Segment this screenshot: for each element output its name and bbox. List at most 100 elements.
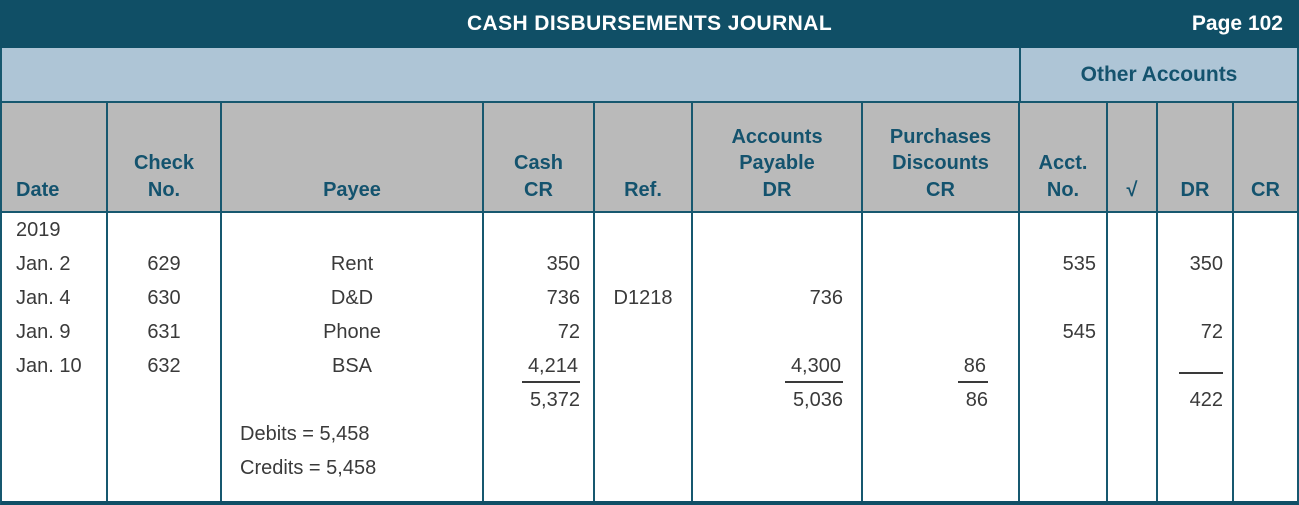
cell-acct-no	[1020, 417, 1108, 451]
cell-check-no	[108, 213, 222, 247]
page-number: Page 102	[1191, 12, 1283, 35]
col-header-ref: Ref.	[595, 103, 693, 211]
cell-acct-no: 545	[1020, 315, 1108, 349]
cell-other-cr	[1234, 349, 1297, 383]
cell-ref	[595, 417, 693, 451]
cell-date	[2, 451, 108, 485]
cell-purchases-discounts-cr	[863, 315, 1020, 349]
group-header-other-accounts: Other Accounts	[1019, 48, 1297, 101]
cell-acct-no	[1020, 451, 1108, 485]
cell-purchases-discounts-cr	[863, 485, 1020, 501]
cell-checkmark	[1108, 247, 1158, 281]
cell-ref	[595, 383, 693, 417]
cell-acct-no: 535	[1020, 247, 1108, 281]
cell-date	[2, 485, 108, 501]
cell-other-dr-total: 422	[1158, 383, 1234, 417]
col-header-accounts-payable-dr: Accounts Payable DR	[693, 103, 863, 211]
cell-other-dr	[1158, 485, 1234, 501]
cell-check-no: 631	[108, 315, 222, 349]
cell-other-cr	[1234, 383, 1297, 417]
col-header-payee: Payee	[222, 103, 484, 211]
cell-checkmark	[1108, 417, 1158, 451]
cell-other-cr	[1234, 281, 1297, 315]
cell-payee	[222, 213, 484, 247]
cell-check-no: 629	[108, 247, 222, 281]
col-header-date: Date	[2, 103, 108, 211]
cell-acct-no	[1020, 485, 1108, 501]
cell-purchases-discounts-cr	[863, 213, 1020, 247]
cell-ref	[595, 451, 693, 485]
cell-checkmark	[1108, 349, 1158, 383]
cell-accounts-payable-dr	[693, 213, 863, 247]
cell-acct-no	[1020, 349, 1108, 383]
cell-other-cr	[1234, 213, 1297, 247]
cell-checkmark	[1108, 281, 1158, 315]
cell-accounts-payable-dr: 736	[693, 281, 863, 315]
cell-cash-cr: 4,214	[484, 349, 595, 383]
cell-accounts-payable-dr	[693, 247, 863, 281]
cell-cash-cr: 350	[484, 247, 595, 281]
underlined-value: 4,300	[784, 350, 843, 383]
cell-accounts-payable-dr	[693, 417, 863, 451]
credits-summary: Credits = 5,458	[222, 451, 484, 485]
cell-payee	[222, 485, 484, 501]
cell-cash-cr	[484, 485, 595, 501]
cell-checkmark	[1108, 315, 1158, 349]
cell-other-dr	[1158, 281, 1234, 315]
cell-purchases-discounts-cr-total: 86	[863, 383, 1020, 417]
col-header-check-no: Check No.	[108, 103, 222, 211]
cell-accounts-payable-dr	[693, 315, 863, 349]
cell-accounts-payable-dr	[693, 485, 863, 501]
cell-checkmark	[1108, 451, 1158, 485]
cell-check-no: 632	[108, 349, 222, 383]
cell-ref	[595, 213, 693, 247]
journal-title: CASH DISBURSEMENTS JOURNAL	[466, 12, 833, 35]
group-header-band: Other Accounts	[2, 48, 1297, 103]
cell-check-no	[108, 417, 222, 451]
col-header-other-cr: CR	[1251, 178, 1280, 201]
cell-other-dr	[1158, 213, 1234, 247]
group-header-spacer	[2, 48, 1019, 101]
underlined-value: 4,214	[521, 350, 580, 383]
cell-ref	[595, 315, 693, 349]
cell-purchases-discounts-cr: 86	[863, 349, 1020, 383]
cell-accounts-payable-dr-total: 5,036	[693, 383, 863, 417]
cell-payee: Phone	[222, 315, 484, 349]
cell-payee	[222, 383, 484, 417]
cell-purchases-discounts-cr	[863, 247, 1020, 281]
col-header-purchases-discounts-cr: Purchases Discounts CR	[863, 103, 1020, 211]
cell-acct-no	[1020, 213, 1108, 247]
cell-checkmark	[1108, 213, 1158, 247]
cell-other-cr	[1234, 451, 1297, 485]
col-header-acct-no: Acct. No.	[1020, 103, 1108, 211]
journal-table: Other Accounts Date Check No. Payee Cash…	[0, 48, 1299, 505]
cell-acct-no	[1020, 383, 1108, 417]
cell-check-no: 630	[108, 281, 222, 315]
cell-other-dr	[1158, 349, 1234, 383]
cell-accounts-payable-dr	[693, 451, 863, 485]
cell-other-dr: 72	[1158, 315, 1234, 349]
cell-date: 2019	[2, 213, 108, 247]
cell-other-cr	[1234, 315, 1297, 349]
cell-date: Jan. 2	[2, 247, 108, 281]
cell-date: Jan. 9	[2, 315, 108, 349]
cell-payee: Rent	[222, 247, 484, 281]
cell-date	[2, 417, 108, 451]
cell-check-no	[108, 485, 222, 501]
underlined-value: 86	[957, 350, 988, 383]
cell-cash-cr	[484, 417, 595, 451]
cell-cash-cr: 736	[484, 281, 595, 315]
cell-acct-no	[1020, 281, 1108, 315]
cell-other-dr	[1158, 451, 1234, 485]
col-header-cash-cr: Cash CR	[484, 103, 595, 211]
cell-ref	[595, 247, 693, 281]
table-body: 2019 Jan. 2 629 Rent 350 535 350 Jan.	[2, 213, 1297, 501]
cell-accounts-payable-dr: 4,300	[693, 349, 863, 383]
cell-check-no	[108, 383, 222, 417]
cell-date: Jan. 10	[2, 349, 108, 383]
cell-purchases-discounts-cr	[863, 281, 1020, 315]
column-header-row: Date Check No. Payee Cash CR Ref. Accoun…	[2, 103, 1297, 213]
cell-checkmark	[1108, 485, 1158, 501]
title-bar: CASH DISBURSEMENTS JOURNAL Page 102	[0, 0, 1299, 48]
